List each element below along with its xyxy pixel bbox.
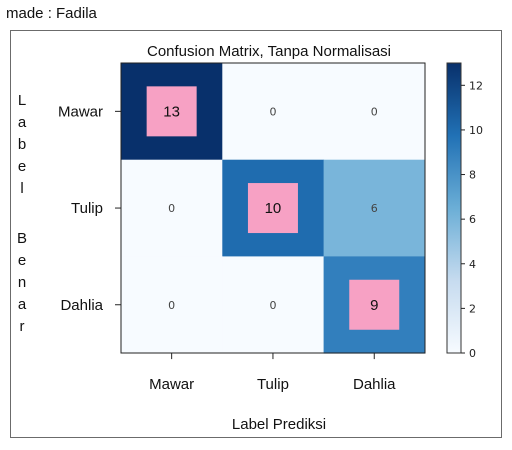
cell-value-2-0: 0 [168,299,175,312]
colorbar-tick-label: 2 [469,302,476,315]
chart-title: Confusion Matrix, Tanpa Normalisasi [147,43,391,60]
colorbar-tick-label: 6 [469,213,476,226]
y-axis-label-char: r [20,318,25,335]
colorbar-tick-label: 10 [469,124,483,137]
heatmap-cell-1-0 [121,159,223,257]
y-axis-label-char: l [20,180,23,197]
cell-value-1-2: 6 [371,202,378,215]
cell-value-2-2: 9 [370,297,378,314]
y-axis-label-char: e [18,252,26,269]
y-axis-label-char: B [17,230,27,247]
colorbar: 0 2 4 6 8 10 12 [446,62,483,360]
heatmap-cell-0-1 [222,63,325,161]
cell-value-1-1: 10 [265,200,282,217]
axis-ticks: Mawar Tulip Dahlia Mawar Tulip Dahlia [58,103,396,393]
colorbar-tick-label: 8 [469,169,476,182]
cell-value-0-2: 0 [371,105,378,118]
colorbar-tick-label: 12 [469,79,483,92]
y-axis-label-char: b [18,136,26,153]
colorbar-tick-label: 4 [469,258,476,271]
highlight-box-1-1 [247,183,298,234]
heatmap-cell-0-2 [323,63,426,161]
y-axis-label-char: L [18,92,26,109]
colorbar-gradient [446,62,462,354]
y-tick-label: Mawar [58,103,103,120]
cell-value-2-1: 0 [269,299,276,312]
y-axis-label-char: e [18,158,26,175]
cell-value-0-1: 0 [269,105,276,118]
heatmap-cell-2-0 [121,256,223,354]
confusion-matrix-chart: Confusion Matrix, Tanpa Normalisasi 13 0 0… [17,43,483,433]
highlight-box-2-2 [349,279,400,330]
caption-text: made : Fadila [6,5,97,22]
highlight-box-0-0 [146,86,197,137]
x-tick-label: Dahlia [353,376,396,393]
cell-value-1-0: 0 [168,202,175,215]
heatmap-cell-1-2 [323,159,426,257]
heatmap-cells: 13 0 0 0 10 6 0 0 9 [121,63,426,354]
y-axis-label-char: n [18,274,26,291]
x-tick-label: Mawar [149,376,194,393]
y-tick-label: Tulip [71,200,103,217]
heatmap-cell-2-1 [222,256,325,354]
colorbar-tick-label: 0 [469,347,476,360]
x-axis-label: Label Prediksi [232,416,326,433]
chart-frame: Confusion Matrix, Tanpa Normalisasi 13 0 0… [10,30,502,438]
x-tick-label: Tulip [257,376,289,393]
y-tick-label: Dahlia [60,297,103,314]
cell-value-0-0: 13 [163,103,180,120]
y-axis-label-char: a [18,114,27,131]
y-axis-label-char: a [18,296,27,313]
